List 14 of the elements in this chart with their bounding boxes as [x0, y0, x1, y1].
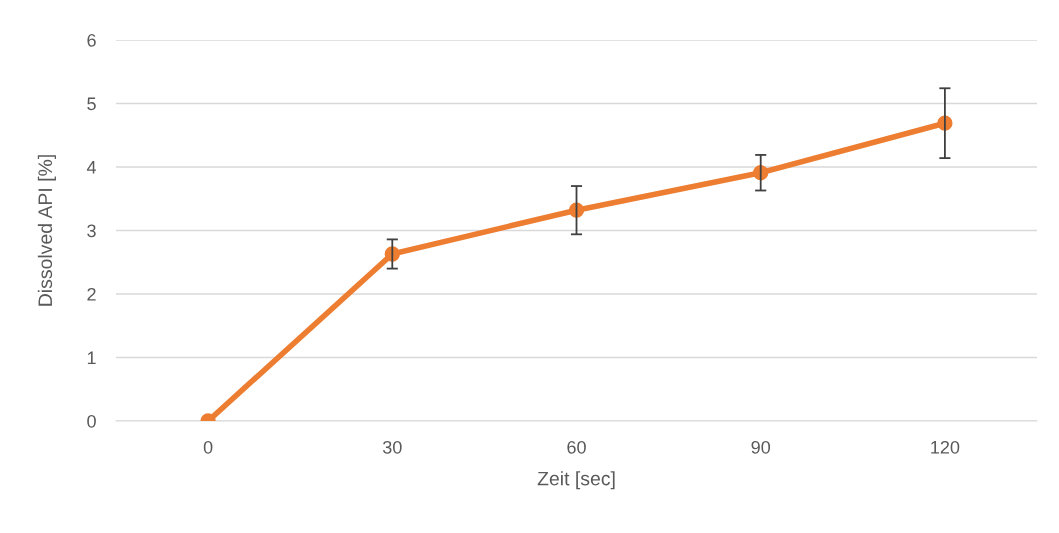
x-tick-label: 60 — [567, 440, 586, 454]
x-axis-title: Zeit [sec] — [537, 471, 615, 490]
y-tick-label: 3 — [87, 224, 96, 238]
x-tick-label: 90 — [751, 440, 771, 454]
y-axis-title: Dissolved API [%] — [37, 155, 56, 306]
x-tick-label: 0 — [203, 440, 213, 454]
y-tick-label: 5 — [87, 97, 96, 111]
y-tick-label: 2 — [87, 287, 96, 301]
x-tick-label: 30 — [382, 440, 402, 454]
y-tick-label: 0 — [87, 414, 96, 428]
y-tick-label: 4 — [86, 161, 97, 174]
x-tick-label: 120 — [931, 440, 960, 454]
y-tick-label: 6 — [87, 33, 96, 47]
y-tick-label: 1 — [87, 351, 96, 365]
